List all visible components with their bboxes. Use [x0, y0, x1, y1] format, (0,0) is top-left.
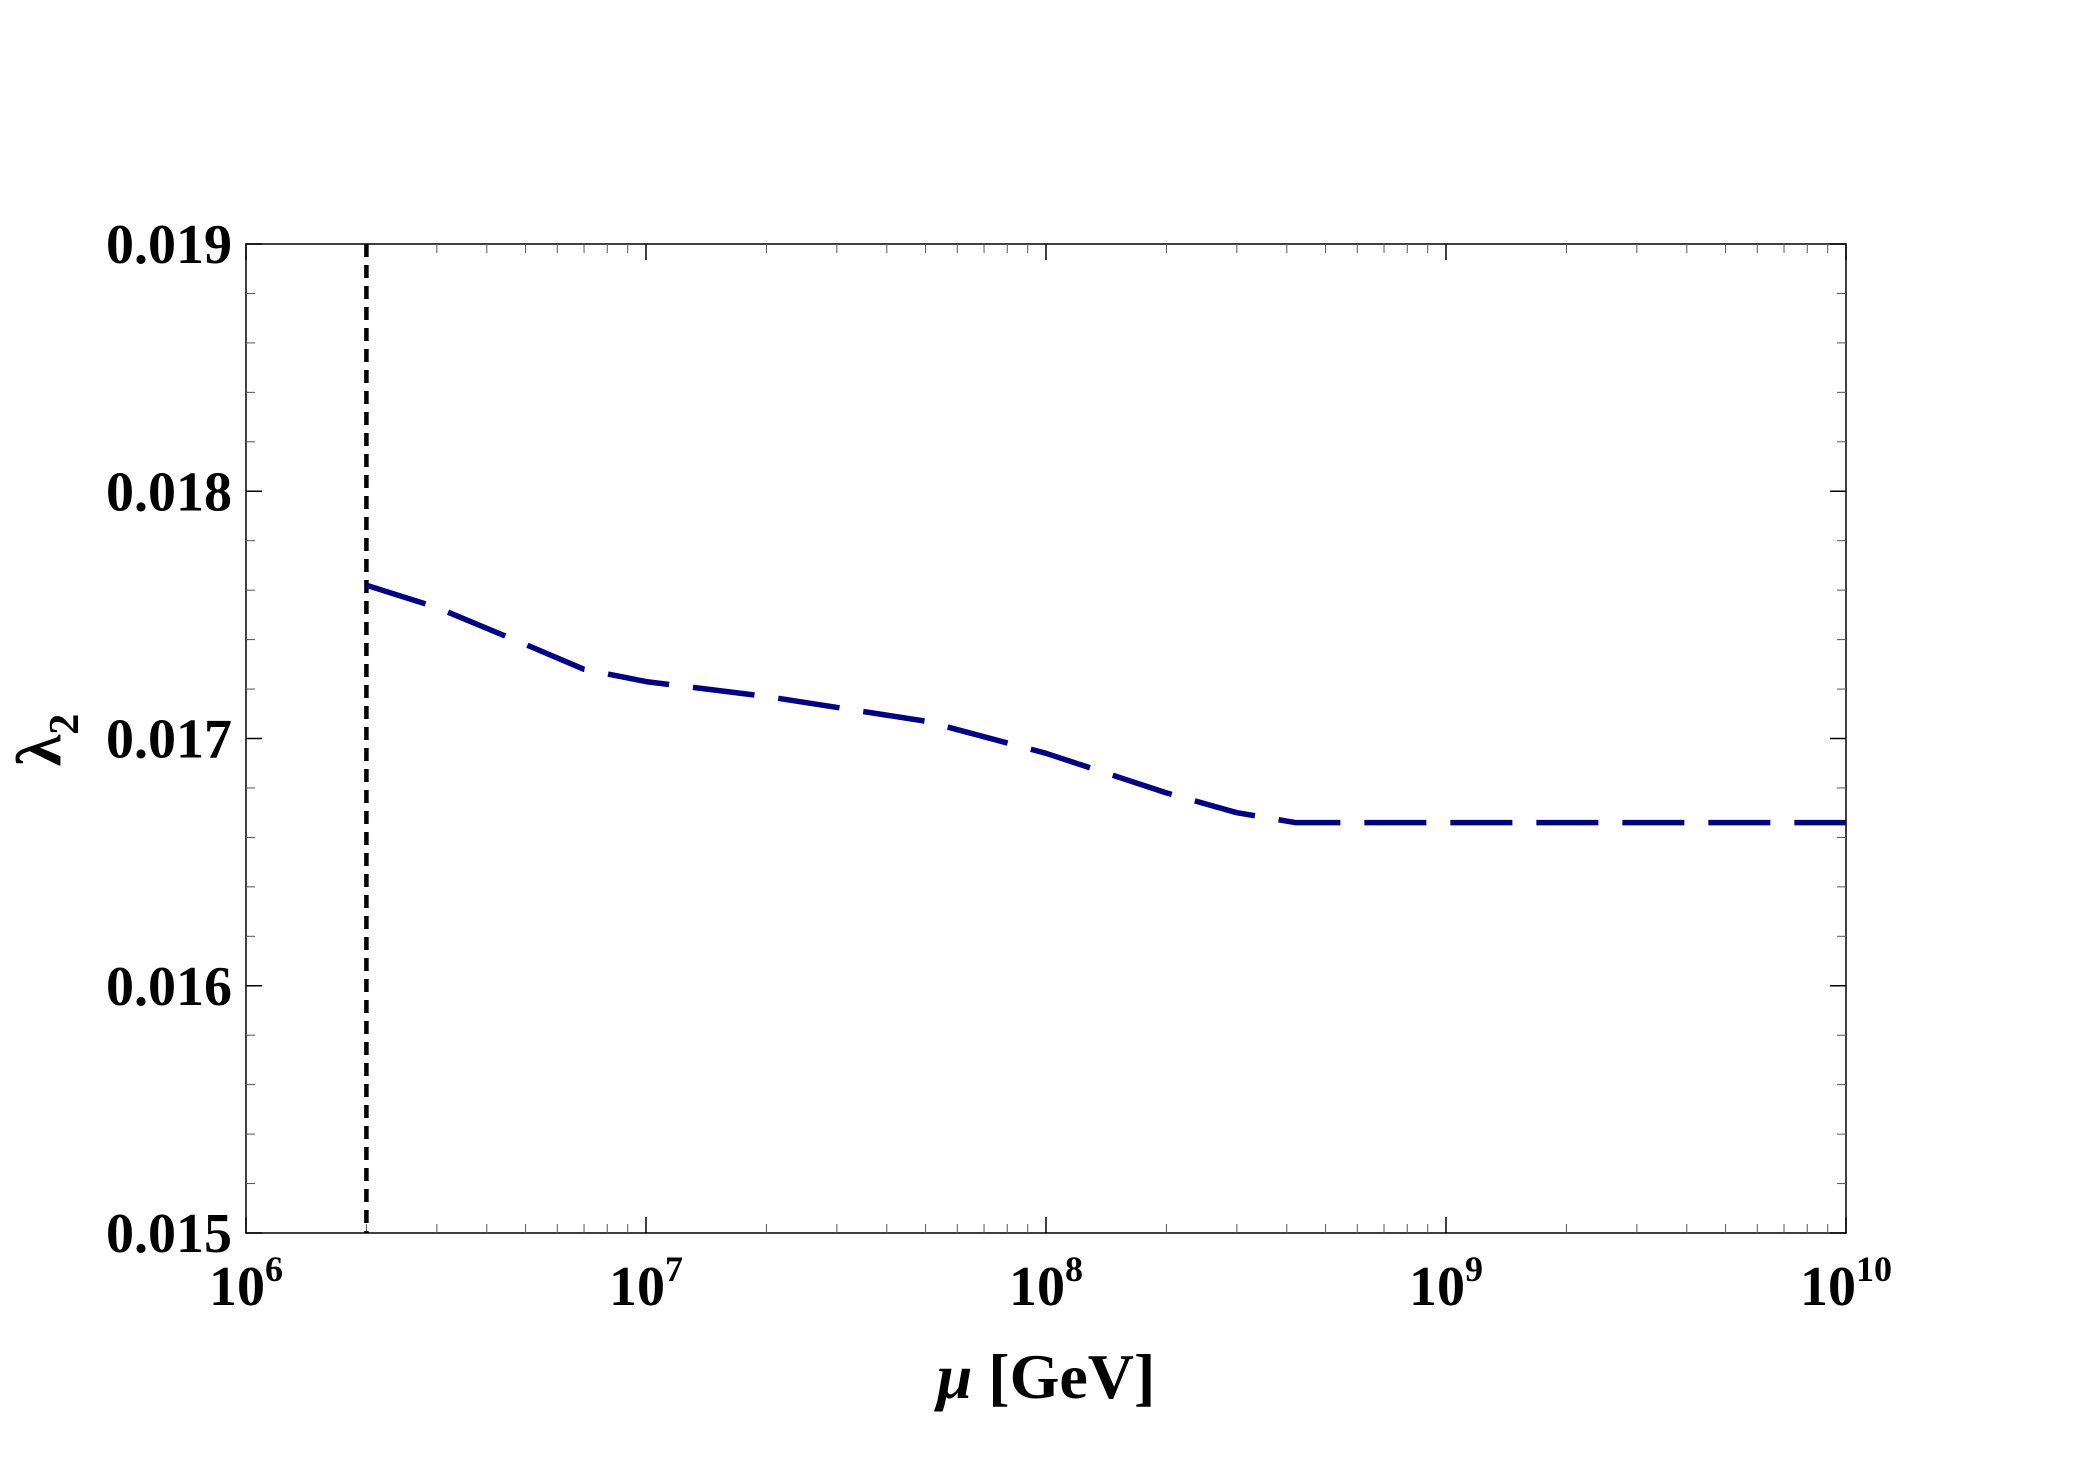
plot-frame	[245, 243, 1847, 1234]
x-tick-labels: 106 107 108 109 1010	[209, 1249, 1892, 1318]
y-tick-label: 0.018	[106, 461, 232, 523]
y-tick-label: 0.016	[106, 956, 232, 1018]
x-tick-label: 1010	[1800, 1249, 1892, 1318]
minor-ticks	[246, 244, 1846, 1233]
x-tick-label: 106	[209, 1249, 283, 1318]
y-axis-title: λ2	[3, 714, 88, 766]
x-tick-label: 108	[1009, 1249, 1083, 1318]
major-ticks	[245, 243, 1847, 1234]
data-series-line	[365, 582, 1846, 826]
data-series	[365, 582, 1846, 826]
y-tick-label: 0.019	[106, 214, 232, 276]
x-axis-title: μ [GeV]	[934, 1341, 1156, 1412]
x-tick-label: 107	[609, 1249, 683, 1318]
y-tick-label: 0.017	[106, 709, 232, 771]
y-tick-label: 0.015	[106, 1203, 232, 1265]
x-tick-label: 109	[1409, 1249, 1483, 1318]
y-tick-labels: 0.015 0.016 0.017 0.018 0.019	[106, 214, 232, 1265]
